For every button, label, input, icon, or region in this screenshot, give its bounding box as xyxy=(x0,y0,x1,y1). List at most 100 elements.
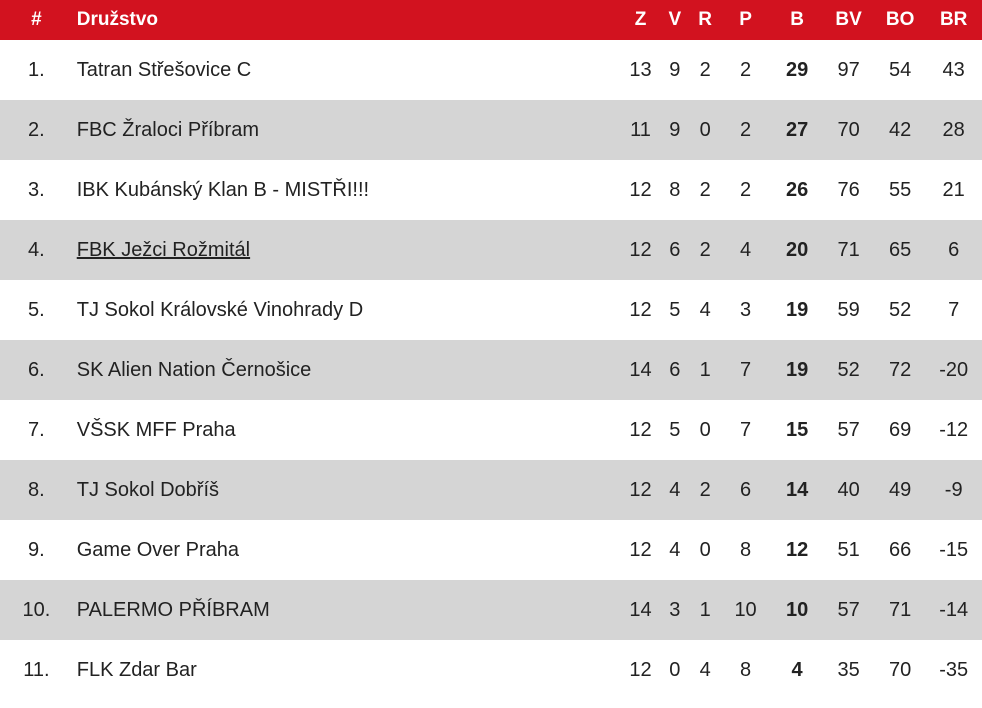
team-cell: IBK Kubánský Klan B - MISTŘI!!! xyxy=(76,178,370,201)
rank-cell: 6. xyxy=(28,358,45,381)
points-cell: 10 xyxy=(785,598,809,621)
team-link-jezci-rozmital[interactable]: FBK Ježci Rožmitál xyxy=(76,238,251,261)
goal-diff-cell: -15 xyxy=(939,538,969,561)
header-games: Z xyxy=(634,9,647,30)
games-cell: 12 xyxy=(629,658,652,681)
goals-for-cell: 97 xyxy=(837,58,860,81)
table-row: 10. PALERMO PŘÍBRAM 14 3 1 10 10 57 71 -… xyxy=(0,580,982,640)
goals-against-cell: 71 xyxy=(888,598,912,621)
games-cell: 13 xyxy=(629,58,652,81)
table-row: 9. Game Over Praha 12 4 0 8 12 51 66 -15 xyxy=(0,520,982,580)
rank-cell: 7. xyxy=(28,418,45,441)
goal-diff-cell: -20 xyxy=(939,358,969,381)
wins-cell: 4 xyxy=(669,478,681,501)
team-cell: VŠSK MFF Praha xyxy=(76,418,236,441)
table-row: 11. FLK Zdar Bar 12 0 4 8 4 35 70 -35 xyxy=(0,640,982,700)
losses-cell: 2 xyxy=(740,58,752,81)
rank-cell: 3. xyxy=(28,178,45,201)
goals-for-cell: 59 xyxy=(837,298,860,321)
rank-cell: 9. xyxy=(28,538,45,561)
games-cell: 12 xyxy=(629,238,652,261)
goals-for-cell: 76 xyxy=(837,178,860,201)
games-cell: 12 xyxy=(629,178,652,201)
games-cell: 14 xyxy=(629,358,652,381)
points-cell: 14 xyxy=(785,478,809,501)
goals-for-cell: 52 xyxy=(837,358,860,381)
losses-cell: 3 xyxy=(740,298,752,321)
losses-cell: 8 xyxy=(740,538,752,561)
goals-against-cell: 70 xyxy=(888,658,912,681)
draws-cell: 2 xyxy=(699,238,711,261)
header-draws: R xyxy=(698,9,713,30)
rank-cell: 11. xyxy=(23,658,50,681)
table-row: 5. TJ Sokol Královské Vinohrady D 12 5 4… xyxy=(0,280,982,340)
table-row: 2. FBC Žraloci Příbram 11 9 0 2 27 70 42… xyxy=(0,100,982,160)
draws-cell: 0 xyxy=(699,118,711,141)
table-row: 7. VŠSK MFF Praha 12 5 0 7 15 57 69 -12 xyxy=(0,400,982,460)
wins-cell: 4 xyxy=(669,538,681,561)
losses-cell: 4 xyxy=(740,238,752,261)
goals-for-cell: 71 xyxy=(837,238,860,261)
goal-diff-cell: 6 xyxy=(948,238,960,261)
table-row: 4. FBK Ježci Rožmitál 12 6 2 4 20 71 65 … xyxy=(0,220,982,280)
table-row: 1. Tatran Střešovice C 13 9 2 2 29 97 54… xyxy=(0,40,982,100)
table-header: # Družstvo Z V R P B BV BO BR xyxy=(0,0,982,40)
losses-cell: 10 xyxy=(734,598,757,621)
header-goal-diff: BR xyxy=(939,9,968,30)
losses-cell: 7 xyxy=(740,418,752,441)
goals-for-cell: 51 xyxy=(837,538,860,561)
table-row: 8. TJ Sokol Dobříš 12 4 2 6 14 40 49 -9 xyxy=(0,460,982,520)
wins-cell: 6 xyxy=(669,238,681,261)
team-cell: TJ Sokol Dobříš xyxy=(76,478,219,501)
rank-cell: 1. xyxy=(28,58,45,81)
team-cell: FBK Ježci Rožmitál xyxy=(73,220,623,280)
rank-cell: 4. xyxy=(28,238,45,261)
goals-against-cell: 72 xyxy=(888,358,912,381)
goals-against-cell: 54 xyxy=(888,58,912,81)
losses-cell: 6 xyxy=(740,478,752,501)
wins-cell: 0 xyxy=(669,658,681,681)
team-cell: Tatran Střešovice C xyxy=(76,58,252,81)
points-cell: 19 xyxy=(785,298,809,321)
header-points: B xyxy=(790,9,804,30)
points-cell: 19 xyxy=(785,358,809,381)
goals-against-cell: 52 xyxy=(888,298,912,321)
draws-cell: 4 xyxy=(699,298,711,321)
games-cell: 12 xyxy=(629,538,652,561)
points-cell: 26 xyxy=(785,178,809,201)
wins-cell: 8 xyxy=(669,178,681,201)
games-cell: 12 xyxy=(629,418,652,441)
goals-against-cell: 42 xyxy=(888,118,912,141)
team-cell: Game Over Praha xyxy=(76,538,240,561)
losses-cell: 8 xyxy=(740,658,752,681)
header-team: Družstvo xyxy=(76,9,159,30)
goals-for-cell: 35 xyxy=(837,658,860,681)
games-cell: 14 xyxy=(629,598,652,621)
draws-cell: 4 xyxy=(699,658,711,681)
header-goals-against: BO xyxy=(885,9,915,30)
games-cell: 12 xyxy=(629,478,652,501)
table-row: 6. SK Alien Nation Černošice 14 6 1 7 19… xyxy=(0,340,982,400)
goal-diff-cell: -12 xyxy=(939,418,969,441)
goals-for-cell: 70 xyxy=(837,118,860,141)
wins-cell: 9 xyxy=(669,118,681,141)
team-cell: FLK Zdar Bar xyxy=(76,658,197,681)
points-cell: 27 xyxy=(785,118,809,141)
draws-cell: 2 xyxy=(699,478,711,501)
table-body: 1. Tatran Střešovice C 13 9 2 2 29 97 54… xyxy=(0,40,982,700)
team-cell: SK Alien Nation Černošice xyxy=(76,358,312,381)
wins-cell: 5 xyxy=(669,418,681,441)
draws-cell: 2 xyxy=(699,178,711,201)
points-cell: 29 xyxy=(785,58,809,81)
points-cell: 4 xyxy=(791,658,803,681)
goal-diff-cell: -9 xyxy=(944,478,963,501)
header-rank: # xyxy=(31,9,42,30)
points-cell: 12 xyxy=(785,538,809,561)
header-losses: P xyxy=(739,9,752,30)
draws-cell: 2 xyxy=(699,58,711,81)
team-cell: TJ Sokol Královské Vinohrady D xyxy=(76,298,364,321)
goals-for-cell: 40 xyxy=(837,478,860,501)
rank-cell: 8. xyxy=(28,478,45,501)
goal-diff-cell: 28 xyxy=(942,118,965,141)
